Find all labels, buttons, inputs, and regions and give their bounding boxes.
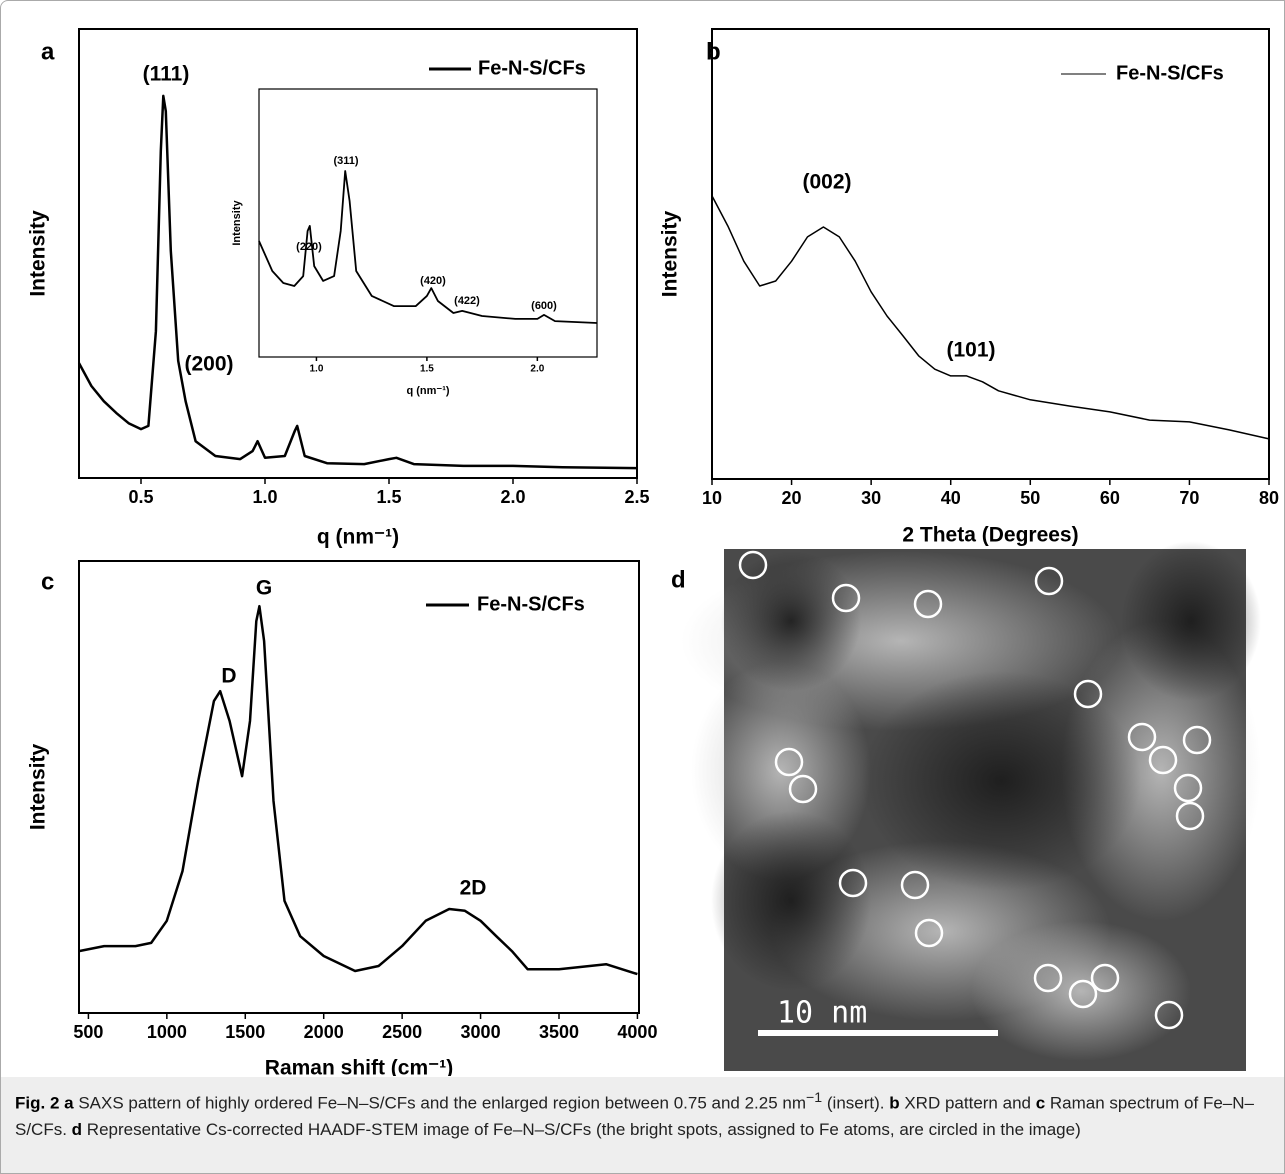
plot-frame (258, 88, 598, 358)
panel-label: b (706, 38, 721, 65)
x-tick-label: 500 (73, 1022, 103, 1042)
annotation: (002) (802, 171, 851, 194)
x-tick-label: 40 (941, 488, 961, 508)
caption-panel: d (71, 1119, 83, 1139)
x-tick-label: 2000 (304, 1022, 344, 1042)
x-tick-label: 2.5 (624, 487, 649, 507)
x-tick-label: 50 (1020, 488, 1040, 508)
annotation: D (221, 665, 236, 688)
annotation: (111) (143, 63, 190, 86)
panel-label: a (41, 38, 55, 65)
x-tick-label: 10 (702, 488, 722, 508)
x-tick-label: 1.5 (420, 364, 434, 375)
x-tick-label: 1000 (147, 1022, 187, 1042)
x-tick-label: 1.0 (252, 487, 277, 507)
y-axis-label: Intensity (27, 210, 50, 297)
x-tick-label: 1500 (225, 1022, 265, 1042)
x-tick-label: 3000 (461, 1022, 501, 1042)
x-tick-label: 80 (1259, 488, 1279, 508)
caption-panel: c (1035, 1093, 1046, 1113)
x-axis-label: 2 Theta (Degrees) (902, 524, 1078, 547)
annotation: 2D (460, 877, 487, 900)
panel-label: d (671, 566, 686, 593)
legend-label: Fe-N-S/CFs (477, 593, 585, 615)
plot-frame (711, 28, 1270, 480)
x-tick-label: 60 (1100, 488, 1120, 508)
panel-label: c (41, 568, 54, 595)
x-tick-label: 70 (1179, 488, 1199, 508)
plot-frame (78, 560, 640, 1014)
annotation: (311) (333, 155, 358, 167)
annotation: G (256, 577, 272, 600)
x-axis-label: Raman shift (cm⁻¹) (265, 1057, 453, 1076)
caption-label: Fig. 2 (15, 1093, 60, 1113)
x-tick-label: 3500 (539, 1022, 579, 1042)
x-tick-label: 1.0 (309, 364, 323, 375)
data-line (77, 94, 638, 470)
x-tick-label: 4000 (617, 1022, 657, 1042)
x-tick-label: 20 (782, 488, 802, 508)
annotation: (220) (296, 241, 322, 253)
y-axis-label: Intensity (27, 744, 50, 831)
annotation: (101) (946, 339, 995, 362)
caption-panel: a (64, 1093, 74, 1113)
caption-text: (insert). (822, 1093, 890, 1113)
figure-panels: 10 nm d 0.5 1.0 1.5 2.0 2.5 q (nm⁻¹) Intensity… (27, 28, 1279, 1076)
x-tick-label: 2.0 (500, 487, 525, 507)
data-line (78, 604, 638, 976)
annotation: (200) (184, 353, 233, 376)
annotation: (600) (531, 300, 557, 312)
caption-text: Raman spectrum of Fe–N–S/CFs. (15, 1093, 1254, 1139)
legend-label: Fe-N-S/CFs (478, 57, 586, 79)
annotation: (422) (454, 295, 480, 307)
y-axis-label: Intensity (659, 211, 682, 298)
caption-sup: −1 (806, 1090, 823, 1106)
x-tick-label: 30 (861, 488, 881, 508)
annotation: (420) (420, 275, 446, 287)
x-tick-label: 1.5 (376, 487, 401, 507)
stem-image: 10 nm (681, 541, 1261, 1071)
x-tick-label: 0.5 (128, 487, 153, 507)
x-tick-label: 2500 (382, 1022, 422, 1042)
caption-text: Representative Cs-corrected HAADF-STEM i… (82, 1119, 1081, 1139)
x-axis-label: q (nm⁻¹) (406, 385, 449, 397)
x-tick-label: 2.0 (530, 364, 544, 375)
data-line (258, 170, 598, 324)
x-axis-label: q (nm⁻¹) (317, 526, 399, 549)
y-axis-label: Intensity (231, 200, 243, 246)
caption-panel: b (889, 1093, 900, 1113)
caption: Fig. 2 a SAXS pattern of highly ordered … (1, 1077, 1284, 1173)
data-line (711, 195, 1270, 440)
scale-bar-label: 10 nm (777, 996, 867, 1031)
legend-label: Fe-N-S/CFs (1116, 62, 1224, 84)
caption-text: SAXS pattern of highly ordered Fe–N–S/CF… (73, 1093, 807, 1113)
caption-text: XRD pattern and (899, 1093, 1036, 1113)
